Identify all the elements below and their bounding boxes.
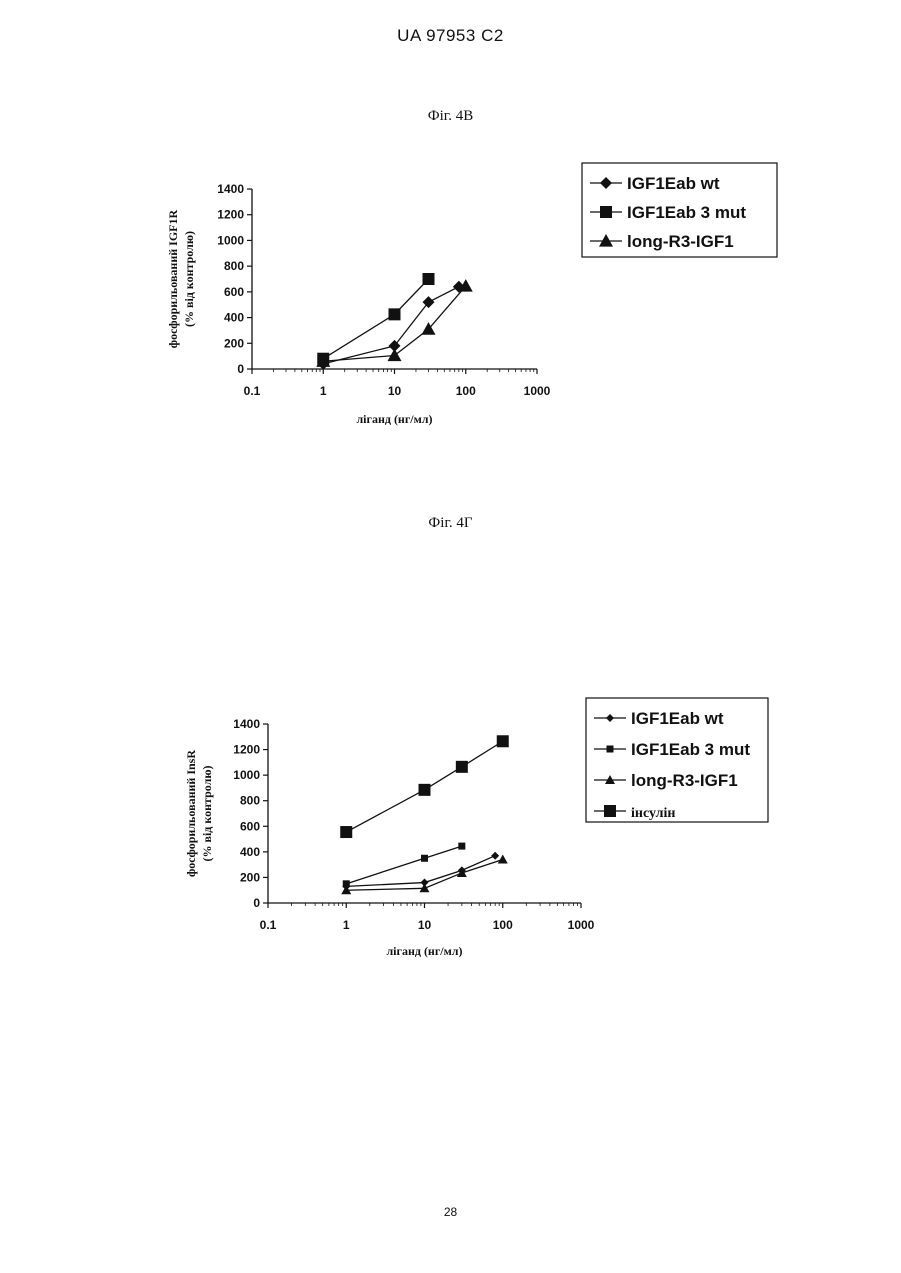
data-point (497, 735, 509, 747)
series-0 (342, 852, 499, 891)
y-tick-label: 1200 (233, 743, 260, 757)
page-number: 28 (0, 1205, 901, 1219)
data-point (421, 855, 428, 862)
y-tick-label: 1000 (233, 768, 260, 782)
y-tick-label: 1400 (233, 717, 260, 731)
y-tick-label: 800 (240, 794, 260, 808)
data-point (340, 826, 352, 838)
x-axis-label: ліганд (нг/мл) (386, 944, 462, 958)
data-point (456, 761, 468, 773)
y-tick-label: 0 (253, 896, 260, 910)
y-tick-label: 200 (240, 870, 260, 884)
series-1 (343, 843, 466, 888)
data-point (419, 784, 431, 796)
legend-label: IGF1Eab wt (631, 709, 724, 728)
x-tick-label: 1000 (568, 918, 595, 932)
data-point (491, 852, 499, 860)
x-tick-label: 1 (343, 918, 350, 932)
x-tick-label: 0.1 (260, 918, 277, 932)
legend-label: IGF1Eab 3 mut (631, 740, 750, 759)
data-point (458, 843, 465, 850)
y-axis-label-unit: (% від контролю) (200, 765, 214, 861)
chart-insr: 0 200 400 600 800 1000 1200 1400 0.1 1 10 100 1000 лі… (0, 0, 901, 990)
x-tick-label: 10 (418, 918, 432, 932)
series-line (346, 846, 462, 884)
legend-marker (604, 805, 616, 817)
series-3 (340, 735, 509, 838)
series-line (346, 856, 495, 887)
legend-marker (607, 746, 614, 753)
y-axis-label: фосфорильований InsR (184, 750, 198, 877)
data-point (498, 855, 508, 864)
x-tick-label: 100 (493, 918, 513, 932)
y-tick-label: 600 (240, 819, 260, 833)
legend-label: long-R3-IGF1 (631, 771, 738, 790)
legend-label: інсулін (631, 806, 675, 821)
y-tick-label: 400 (240, 845, 260, 859)
